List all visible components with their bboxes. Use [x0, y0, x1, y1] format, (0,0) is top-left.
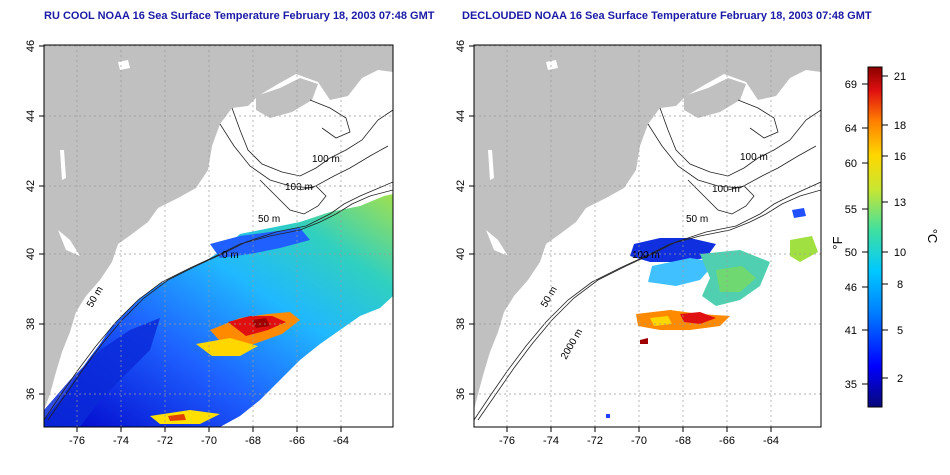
contour-label: 50 m	[686, 214, 708, 225]
x-tick-label: -66	[719, 435, 735, 447]
fahrenheit-tick-label: 60	[845, 158, 857, 170]
x-tick-label: -66	[289, 435, 305, 447]
right-map	[474, 45, 821, 427]
y-tick-label: 46	[455, 40, 467, 52]
celsius-tick-label: 21	[894, 71, 906, 83]
contour-label: 50 m	[258, 214, 280, 225]
celsius-tick-label: 18	[894, 120, 906, 132]
left-map	[44, 45, 393, 427]
celsius-tick-label: 10	[894, 247, 906, 259]
colorbar-ramp	[867, 66, 883, 408]
celsius-label: °C	[925, 229, 940, 244]
map-frame	[43, 44, 394, 428]
x-tick-label: -68	[245, 435, 261, 447]
fahrenheit-tick-label: 46	[845, 282, 857, 294]
colorbar-ticks: 69 64 60 55 50 46 41 35 21 18 16 13 10 8 5 2	[845, 71, 906, 391]
land-mass	[474, 45, 821, 410]
celsius-tick-label: 2	[897, 373, 903, 385]
celsius-tick-label: 16	[894, 151, 906, 163]
x-tick-label: -70	[201, 435, 217, 447]
y-tick-label: 36	[25, 388, 37, 400]
y-tick-label: 40	[25, 248, 37, 260]
contour-label: 100 m	[285, 182, 313, 193]
y-tick-label: 38	[455, 318, 467, 330]
fahrenheit-tick-label: 35	[845, 379, 857, 391]
y-tick-label: 36	[455, 388, 467, 400]
x-tick-label: -64	[333, 435, 349, 447]
colorbar: °F °C 69 64 60 55 50 46 41 35 21 18 16 13 10 8 5 2	[830, 66, 940, 408]
x-tick-label: -70	[631, 435, 647, 447]
fahrenheit-tick-label: 41	[845, 325, 857, 337]
contour-label: 100 m	[312, 154, 340, 165]
fahrenheit-label: °F	[830, 236, 845, 249]
fahrenheit-tick-label: 64	[845, 123, 857, 135]
x-tick-label: -74	[113, 435, 129, 447]
celsius-tick-label: 5	[897, 325, 903, 337]
y-tick-label: 42	[455, 180, 467, 192]
y-tick-label: 40	[455, 248, 467, 260]
y-tick-label: 38	[25, 318, 37, 330]
contour-label: 100 m	[712, 184, 740, 195]
map-frame	[473, 44, 822, 428]
panel-0-axes: -76 -74 -72 -70 -68 -66 -64 36 38 40 42 44 46	[25, 40, 394, 447]
right-map-title: DECLOUDED NOAA 16 Sea Surface Temperatur…	[462, 10, 872, 22]
x-tick-label: -68	[675, 435, 691, 447]
x-tick-label: -74	[543, 435, 559, 447]
fahrenheit-tick-label: 50	[845, 247, 857, 259]
y-tick-label: 44	[25, 110, 37, 122]
x-tick-label: -72	[157, 435, 173, 447]
y-tick-label: 42	[25, 180, 37, 192]
contour-label: 100 m	[632, 250, 660, 261]
panel-1-axes: -76 -74 -72 -70 -68 -66 -64 36 38 40 42 44 46	[455, 40, 822, 447]
x-tick-label: -72	[587, 435, 603, 447]
contour-label: 0 m	[222, 250, 239, 261]
left-map-title: RU COOL NOAA 16 Sea Surface Temperature …	[44, 10, 435, 22]
y-tick-label: 44	[455, 110, 467, 122]
fahrenheit-tick-label: 55	[845, 204, 857, 216]
celsius-tick-label: 13	[894, 197, 906, 209]
land-mass	[44, 45, 393, 410]
celsius-tick-label: 8	[897, 279, 903, 291]
sst-field	[630, 238, 716, 262]
x-tick-label: -76	[499, 435, 515, 447]
x-tick-label: -64	[763, 435, 779, 447]
contour-label: 100 m	[740, 152, 768, 163]
y-tick-label: 46	[25, 40, 37, 52]
fahrenheit-tick-label: 69	[845, 79, 857, 91]
x-tick-label: -76	[69, 435, 85, 447]
